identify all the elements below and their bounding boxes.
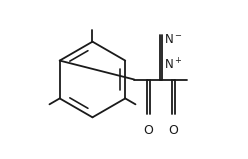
Text: N$^+$: N$^+$ bbox=[164, 57, 182, 72]
Text: O: O bbox=[169, 124, 179, 137]
Text: O: O bbox=[144, 124, 153, 137]
Text: N$^-$: N$^-$ bbox=[164, 33, 183, 46]
